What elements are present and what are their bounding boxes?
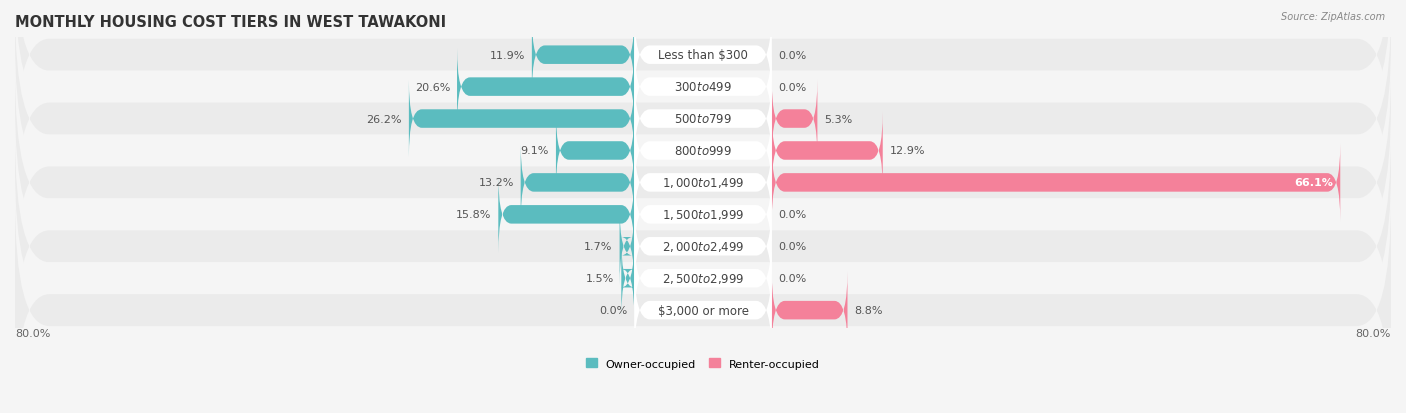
Text: 80.0%: 80.0%: [15, 328, 51, 338]
Text: $2,000 to $2,499: $2,000 to $2,499: [662, 240, 744, 254]
FancyBboxPatch shape: [634, 230, 772, 327]
Text: 0.0%: 0.0%: [779, 50, 807, 61]
FancyBboxPatch shape: [15, 0, 1391, 167]
FancyBboxPatch shape: [15, 199, 1391, 413]
FancyBboxPatch shape: [772, 113, 883, 190]
FancyBboxPatch shape: [621, 240, 634, 317]
FancyBboxPatch shape: [498, 176, 634, 253]
FancyBboxPatch shape: [15, 135, 1391, 358]
Text: 5.3%: 5.3%: [824, 114, 852, 124]
Text: $3,000 or more: $3,000 or more: [658, 304, 748, 317]
FancyBboxPatch shape: [15, 8, 1391, 231]
Text: $800 to $999: $800 to $999: [673, 145, 733, 158]
FancyBboxPatch shape: [772, 145, 1340, 221]
Text: $500 to $799: $500 to $799: [673, 113, 733, 126]
FancyBboxPatch shape: [772, 81, 817, 158]
Text: 9.1%: 9.1%: [520, 146, 550, 156]
FancyBboxPatch shape: [634, 262, 772, 358]
Text: $300 to $499: $300 to $499: [673, 81, 733, 94]
FancyBboxPatch shape: [15, 103, 1391, 326]
Text: 11.9%: 11.9%: [489, 50, 524, 61]
Text: $2,500 to $2,999: $2,500 to $2,999: [662, 272, 744, 285]
FancyBboxPatch shape: [634, 71, 772, 167]
FancyBboxPatch shape: [15, 40, 1391, 263]
Text: 15.8%: 15.8%: [456, 210, 492, 220]
FancyBboxPatch shape: [15, 71, 1391, 294]
Text: $1,000 to $1,499: $1,000 to $1,499: [662, 176, 744, 190]
FancyBboxPatch shape: [634, 167, 772, 263]
FancyBboxPatch shape: [15, 0, 1391, 199]
Text: 8.8%: 8.8%: [855, 305, 883, 316]
Text: 0.0%: 0.0%: [779, 210, 807, 220]
Text: MONTHLY HOUSING COST TIERS IN WEST TAWAKONI: MONTHLY HOUSING COST TIERS IN WEST TAWAK…: [15, 15, 446, 30]
FancyBboxPatch shape: [634, 103, 772, 199]
Text: 0.0%: 0.0%: [779, 83, 807, 93]
Text: $1,500 to $1,999: $1,500 to $1,999: [662, 208, 744, 222]
FancyBboxPatch shape: [634, 135, 772, 231]
Text: 0.0%: 0.0%: [779, 242, 807, 252]
FancyBboxPatch shape: [15, 167, 1391, 390]
FancyBboxPatch shape: [772, 272, 848, 349]
FancyBboxPatch shape: [634, 199, 772, 295]
Text: 1.7%: 1.7%: [585, 242, 613, 252]
Text: 1.5%: 1.5%: [586, 273, 614, 284]
FancyBboxPatch shape: [409, 81, 634, 158]
FancyBboxPatch shape: [634, 39, 772, 135]
Text: 0.0%: 0.0%: [599, 305, 627, 316]
Text: 20.6%: 20.6%: [415, 83, 450, 93]
FancyBboxPatch shape: [531, 17, 634, 94]
Text: Less than $300: Less than $300: [658, 49, 748, 62]
Text: 0.0%: 0.0%: [779, 273, 807, 284]
FancyBboxPatch shape: [620, 208, 634, 285]
Text: Source: ZipAtlas.com: Source: ZipAtlas.com: [1281, 12, 1385, 22]
FancyBboxPatch shape: [457, 49, 634, 126]
Text: 66.1%: 66.1%: [1295, 178, 1333, 188]
FancyBboxPatch shape: [520, 145, 634, 221]
FancyBboxPatch shape: [555, 113, 634, 190]
Text: 12.9%: 12.9%: [890, 146, 925, 156]
FancyBboxPatch shape: [634, 7, 772, 104]
Text: 13.2%: 13.2%: [478, 178, 513, 188]
Text: 26.2%: 26.2%: [367, 114, 402, 124]
Text: 80.0%: 80.0%: [1355, 328, 1391, 338]
Legend: Owner-occupied, Renter-occupied: Owner-occupied, Renter-occupied: [586, 358, 820, 369]
